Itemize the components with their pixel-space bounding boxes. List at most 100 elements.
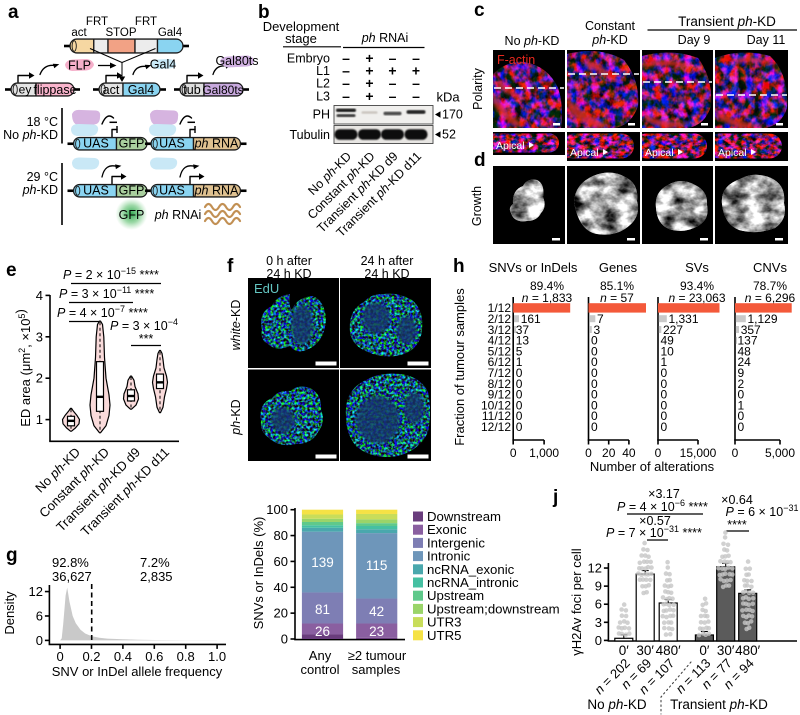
svg-text:6: 6 bbox=[36, 608, 43, 623]
svg-text:e: e bbox=[6, 260, 17, 281]
svg-text:20: 20 bbox=[274, 606, 288, 621]
svg-text:12: 12 bbox=[588, 561, 602, 576]
svg-text:480′: 480′ bbox=[656, 643, 682, 658]
svg-text:–: – bbox=[342, 88, 350, 104]
svg-text:No ph-KD: No ph-KD bbox=[3, 128, 58, 142]
svg-text:UAS: UAS bbox=[159, 136, 185, 150]
svg-text:12: 12 bbox=[29, 584, 43, 599]
svg-text:0: 0 bbox=[591, 366, 598, 380]
svg-text:3: 3 bbox=[594, 323, 601, 337]
svg-text:1,000: 1,000 bbox=[529, 446, 559, 460]
svg-text:0: 0 bbox=[36, 633, 43, 648]
svg-text:10: 10 bbox=[661, 344, 675, 358]
svg-text:52: 52 bbox=[442, 128, 456, 142]
svg-text:+: + bbox=[365, 75, 373, 91]
svg-text:23: 23 bbox=[369, 624, 384, 639]
svg-text:8/12: 8/12 bbox=[488, 377, 512, 391]
svg-text:FRT: FRT bbox=[135, 16, 157, 28]
svg-text:0: 0 bbox=[585, 446, 592, 460]
svg-text:115: 115 bbox=[366, 558, 388, 573]
svg-text:P = 6 × 10−31: P = 6 × 10−31 bbox=[726, 503, 799, 519]
svg-text:0: 0 bbox=[516, 420, 523, 434]
svg-text:n = 1,833: n = 1,833 bbox=[522, 291, 573, 305]
svg-text:89.4%: 89.4% bbox=[530, 279, 564, 293]
svg-text:Gal80ts: Gal80ts bbox=[202, 83, 243, 97]
svg-text:FRT: FRT bbox=[86, 16, 108, 28]
svg-text:1/12: 1/12 bbox=[488, 301, 512, 315]
svg-text:P = 3 × 10−4: P = 3 × 10−4 bbox=[110, 317, 178, 333]
svg-text:P = 3 × 10−11 ****: P = 3 × 10−11 **** bbox=[59, 285, 154, 301]
svg-text:Number of alterations: Number of alterations bbox=[590, 459, 715, 474]
svg-text:STOP: STOP bbox=[105, 27, 136, 39]
svg-text:P = 4 × 10−7 ****: P = 4 × 10−7 **** bbox=[57, 304, 148, 320]
svg-text:a: a bbox=[8, 2, 19, 23]
svg-text:Gal80ts: Gal80ts bbox=[215, 54, 258, 68]
svg-text:f: f bbox=[227, 256, 234, 277]
svg-text:80: 80 bbox=[274, 528, 288, 543]
svg-text:d: d bbox=[474, 150, 486, 171]
svg-text:FLP: FLP bbox=[68, 59, 91, 73]
svg-text:–: – bbox=[412, 75, 420, 91]
svg-text:0: 0 bbox=[591, 388, 598, 402]
svg-text:stage: stage bbox=[285, 31, 317, 46]
svg-text:ph-KD: ph-KD bbox=[591, 33, 627, 47]
svg-text:0: 0 bbox=[732, 446, 739, 460]
svg-text:P = 4 × 10−6 ****: P = 4 × 10−6 **** bbox=[617, 498, 708, 514]
svg-text:Apical: Apical bbox=[496, 140, 525, 152]
svg-text:5: 5 bbox=[516, 344, 523, 358]
svg-text:UTR5: UTR5 bbox=[427, 628, 461, 643]
svg-text:Genes: Genes bbox=[599, 260, 638, 275]
svg-text:0: 0 bbox=[591, 377, 598, 391]
svg-text:60: 60 bbox=[274, 554, 288, 569]
svg-text:85.1%: 85.1% bbox=[600, 279, 634, 293]
svg-text:0: 0 bbox=[738, 409, 745, 423]
svg-text:0: 0 bbox=[591, 398, 598, 412]
svg-text:3: 3 bbox=[36, 329, 43, 344]
svg-text:0.6: 0.6 bbox=[145, 649, 163, 664]
svg-text:0: 0 bbox=[591, 355, 598, 369]
svg-text:42: 42 bbox=[369, 604, 384, 619]
svg-text:0: 0 bbox=[661, 398, 668, 412]
svg-text:EdU: EdU bbox=[254, 281, 279, 296]
svg-text:–: – bbox=[342, 50, 350, 66]
svg-text:20: 20 bbox=[602, 446, 616, 460]
svg-text:–: – bbox=[389, 88, 397, 104]
svg-text:0′: 0′ bbox=[699, 643, 710, 658]
svg-text:×3.17: ×3.17 bbox=[648, 487, 680, 501]
svg-text:0.2: 0.2 bbox=[82, 649, 100, 664]
svg-text:P = 2 × 10−15 ****: P = 2 × 10−15 **** bbox=[63, 266, 159, 282]
svg-text:24 h KD: 24 h KD bbox=[364, 267, 409, 281]
svg-text:139: 139 bbox=[311, 555, 334, 570]
svg-text:kDa: kDa bbox=[436, 90, 460, 105]
svg-text:Day 11: Day 11 bbox=[747, 33, 786, 47]
svg-text:Any: Any bbox=[309, 648, 332, 663]
svg-text:Upstream: Upstream bbox=[427, 588, 484, 603]
svg-text:γH2Av foci per cell: γH2Av foci per cell bbox=[569, 548, 584, 656]
svg-text:c: c bbox=[474, 0, 485, 21]
svg-text:4/12: 4/12 bbox=[488, 334, 512, 348]
svg-text:act: act bbox=[103, 83, 120, 97]
svg-text:0: 0 bbox=[661, 366, 668, 380]
svg-text:1.0: 1.0 bbox=[208, 649, 226, 664]
svg-text:×0.64: ×0.64 bbox=[721, 493, 753, 507]
svg-text:PH: PH bbox=[313, 108, 330, 122]
svg-text:5/12: 5/12 bbox=[488, 344, 512, 358]
svg-text:ph RNAi: ph RNAi bbox=[361, 31, 409, 45]
svg-text:6: 6 bbox=[595, 597, 602, 612]
svg-text:137: 137 bbox=[738, 334, 758, 348]
svg-text:Density: Density bbox=[2, 591, 17, 635]
svg-text:GFP: GFP bbox=[119, 208, 145, 222]
svg-text:Upstream;downstream: Upstream;downstream bbox=[427, 601, 560, 616]
svg-text:Day 9: Day 9 bbox=[678, 33, 711, 47]
svg-text:0: 0 bbox=[516, 377, 523, 391]
svg-text:1: 1 bbox=[661, 355, 668, 369]
svg-text:UAS: UAS bbox=[83, 136, 109, 150]
svg-text:18 °C: 18 °C bbox=[27, 115, 58, 129]
svg-text:ncRNA_intronic: ncRNA_intronic bbox=[427, 575, 519, 590]
svg-text:1,129: 1,129 bbox=[748, 312, 778, 326]
svg-text:****: **** bbox=[727, 518, 747, 532]
svg-text:Apical: Apical bbox=[718, 147, 747, 159]
svg-text:–: – bbox=[342, 75, 350, 91]
svg-text:1: 1 bbox=[36, 412, 43, 427]
svg-text:ph-KD: ph-KD bbox=[22, 183, 58, 197]
